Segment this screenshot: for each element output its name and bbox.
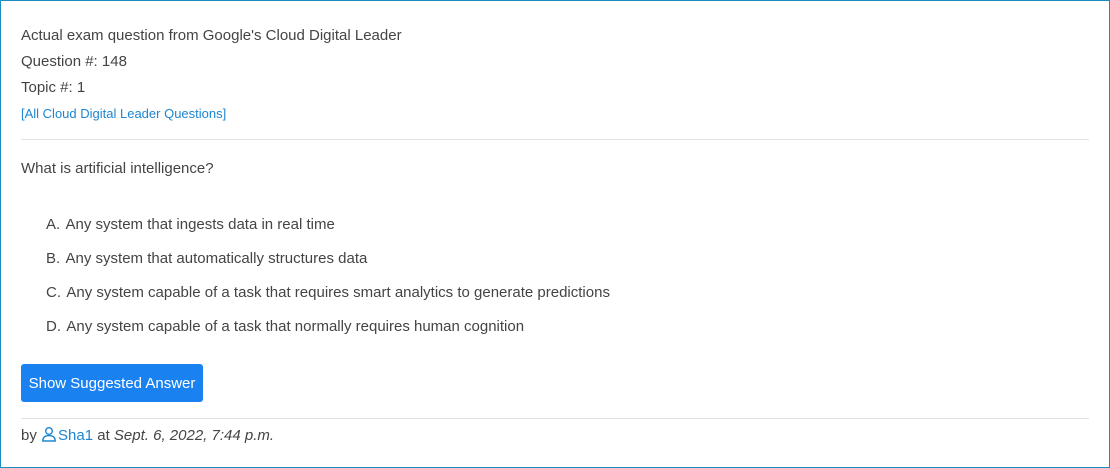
choice-d[interactable]: D. Any system capable of a task that nor… — [46, 316, 610, 350]
exam-title: Actual exam question from Google's Cloud… — [21, 27, 402, 44]
choice-text: Any system that automatically structures… — [65, 250, 368, 267]
question-number: Question #: 148 — [21, 53, 127, 70]
choice-a[interactable]: A. Any system that ingests data in real … — [46, 214, 610, 248]
choice-b[interactable]: B. Any system that automatically structu… — [46, 248, 610, 282]
user-icon — [41, 426, 57, 442]
choice-letter: B. — [46, 250, 61, 267]
topic-number: Topic #: 1 — [21, 79, 86, 96]
choice-text: Any system capable of a task that normal… — [66, 318, 525, 335]
post-date: Sept. 6, 2022, 7:44 p.m. — [113, 427, 275, 444]
choice-text: Any system that ingests data in real tim… — [65, 216, 335, 233]
question-header: Actual exam question from Google's Cloud… — [21, 23, 402, 127]
username: Sha1 — [58, 427, 94, 444]
show-suggested-answer-button[interactable]: Show Suggested Answer — [21, 364, 203, 402]
choices-list: A. Any system that ingests data in real … — [46, 214, 610, 350]
all-questions-link[interactable]: [All Cloud Digital Leader Questions] — [21, 106, 227, 121]
choice-letter: A. — [46, 216, 61, 233]
question-footer: by Sha1 at Sept. 6, 2022, 7:44 p.m. — [21, 425, 274, 447]
choice-c[interactable]: C. Any system capable of a task that req… — [46, 282, 610, 316]
question-text: What is artificial intelligence? — [21, 160, 214, 177]
header-divider — [21, 139, 1089, 140]
choice-text: Any system capable of a task that requir… — [66, 284, 610, 301]
choice-letter: C. — [46, 284, 61, 301]
at-label: at — [97, 427, 110, 444]
choice-letter: D. — [46, 318, 61, 335]
footer-divider — [21, 418, 1089, 419]
user-link[interactable]: Sha1 — [41, 427, 97, 444]
by-label: by — [21, 427, 37, 444]
